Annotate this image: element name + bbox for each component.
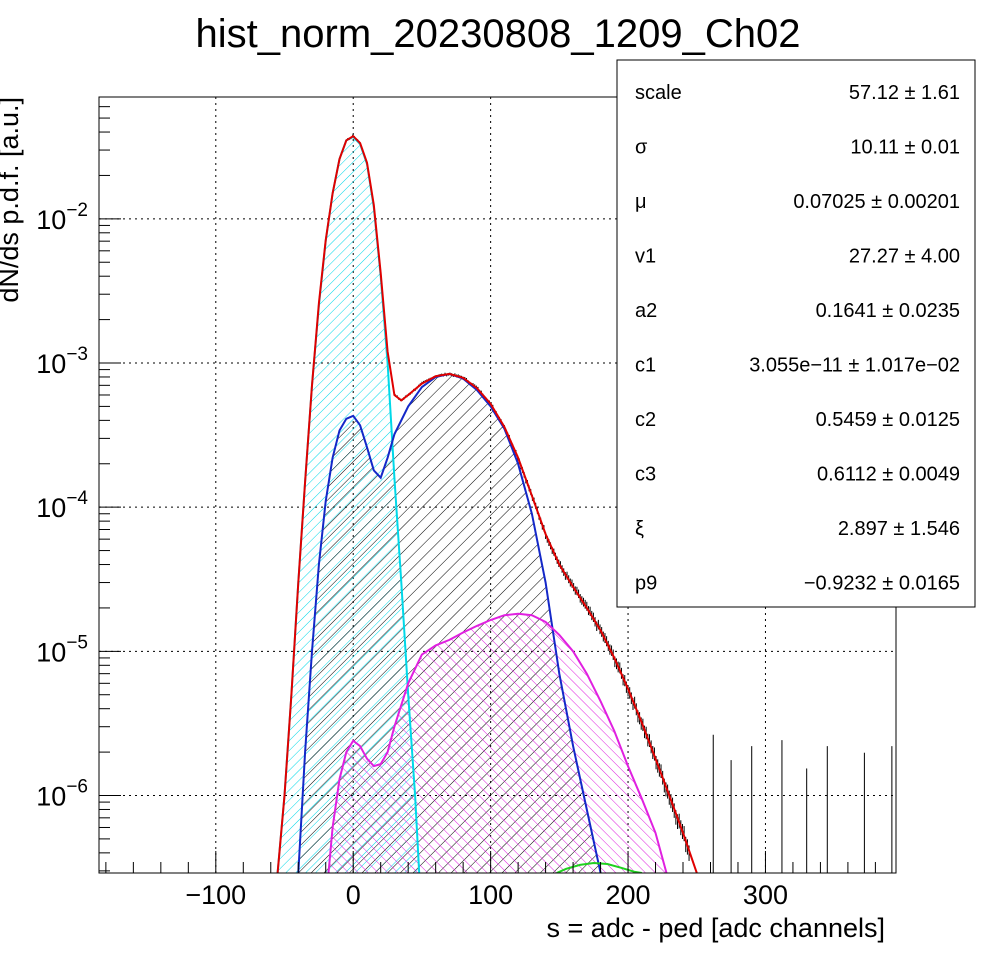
- stat-param-name: scale: [635, 82, 682, 104]
- y-tick-label: 10−2: [36, 200, 88, 235]
- y-tick-exponent: −5: [66, 632, 88, 653]
- x-tick-label: −100: [185, 880, 246, 910]
- series-2-hatched-area: [328, 613, 667, 873]
- stat-param-value: 0.5459 ± 0.0125: [816, 409, 960, 431]
- y-tick-base: 10: [36, 637, 66, 667]
- x-tick-label: 100: [468, 880, 513, 910]
- y-axis: 10−210−310−410−510−6: [36, 96, 121, 872]
- y-tick-exponent: −6: [66, 776, 88, 797]
- y-tick-exponent: −3: [66, 344, 88, 365]
- y-axis-label: dN/ds p.d.f. [a.u.]: [0, 97, 24, 303]
- stat-param-value: 27.27 ± 4.00: [849, 246, 960, 268]
- x-tick-label: 0: [346, 880, 361, 910]
- y-tick-exponent: −2: [66, 200, 88, 221]
- stat-param-value: −0.9232 ± 0.0165: [804, 573, 960, 595]
- stat-param-value: 0.6112 ± 0.0049: [817, 464, 960, 486]
- y-tick-base: 10: [36, 493, 66, 523]
- stat-param-value: 57.12 ± 1.61: [849, 82, 960, 104]
- stat-param-name: c1: [635, 355, 656, 377]
- grid: [99, 97, 896, 873]
- stats-box-frame: [616, 59, 976, 608]
- stat-param-name: ξ: [635, 518, 644, 540]
- series-2-curve: [327, 612, 668, 873]
- stat-param-value: 3.055e−11 ± 1.017e−02: [749, 355, 960, 377]
- y-tick-label: 10−3: [36, 344, 88, 379]
- stat-param-value: 2.897 ± 1.546: [838, 518, 960, 540]
- y-tick-exponent: −4: [66, 488, 88, 509]
- series-4-curve: [276, 134, 698, 873]
- x-tick-label: 300: [743, 880, 788, 910]
- y-tick-base: 10: [36, 349, 66, 379]
- stat-param-name: a2: [635, 300, 657, 322]
- stat-param-name: c3: [635, 464, 656, 486]
- stat-param-value: 0.1641 ± 0.0235: [816, 300, 960, 322]
- y-tick-label: 10−4: [36, 488, 88, 523]
- x-tick-label: 200: [606, 880, 651, 910]
- stat-param-name: μ: [635, 191, 647, 213]
- stat-param-name: v1: [635, 246, 656, 268]
- x-axis-label: s = adc - ped [adc channels]: [547, 913, 885, 943]
- y-tick-base: 10: [36, 205, 66, 235]
- stat-param-name: c2: [635, 409, 656, 431]
- x-axis: −100 0 100 200 300: [105, 851, 876, 910]
- fit-curves: [276, 134, 698, 873]
- series-1-curve: [297, 372, 602, 873]
- chart-title: hist_norm_20230808_1209_Ch02: [196, 12, 801, 56]
- y-tick-label: 10−5: [36, 632, 88, 667]
- stat-param-value: 10.11 ± 0.01: [850, 137, 960, 159]
- y-tick-base: 10: [36, 781, 66, 811]
- fit-stats-box: scale 57.12 ± 1.61 σ 10.11 ± 0.01 μ 0.07025 ±…: [616, 59, 976, 608]
- stat-param-value: 0.07025 ± 0.00201: [793, 191, 960, 213]
- stat-param-name: σ: [635, 137, 648, 159]
- stat-param-name: p9: [635, 573, 657, 595]
- filled-areas: [277, 136, 667, 873]
- y-tick-label: 10−6: [36, 776, 88, 811]
